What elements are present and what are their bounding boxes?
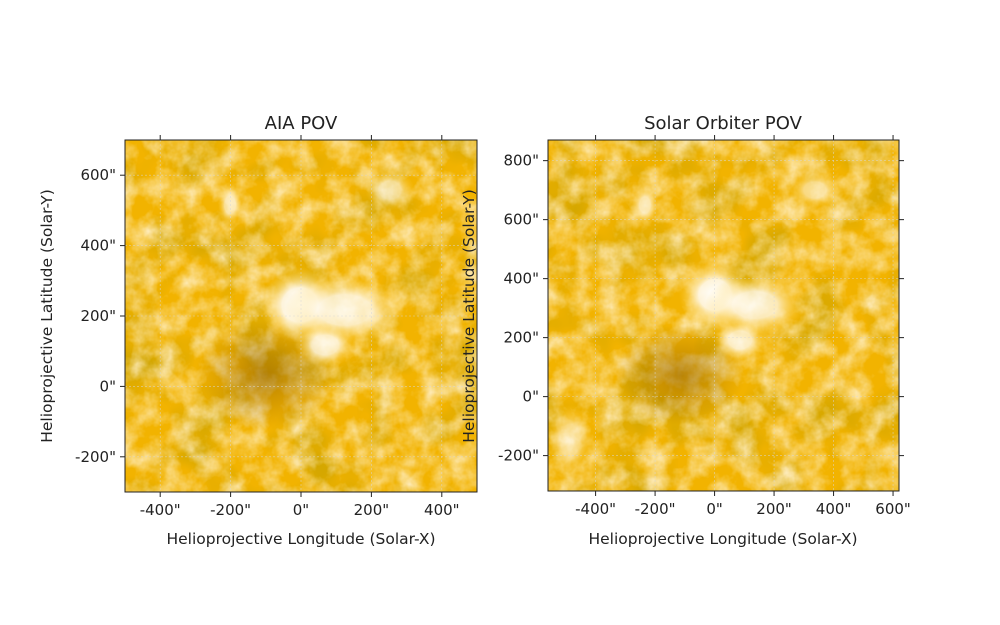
- axes-frame: [547, 139, 900, 492]
- dark-region: [615, 325, 745, 425]
- panel-solar-orbiter: Solar Orbiter POV -400" -200" 0" 200" 400" 60…: [460, 113, 911, 548]
- bright-patch: [365, 170, 415, 210]
- x-tick-label: 600": [875, 500, 911, 518]
- x-tick-label: -200": [210, 501, 251, 519]
- y-tick-label: 0": [100, 377, 116, 395]
- y-tick-label: 0": [523, 388, 539, 406]
- active-region-loops: [705, 275, 805, 335]
- panel-title: Solar Orbiter POV: [644, 113, 803, 134]
- bright-patch: [548, 405, 592, 475]
- bright-patch: [218, 185, 242, 225]
- tick-marks: [120, 135, 443, 497]
- y-tick-label: 600": [80, 166, 116, 184]
- x-tick-label: 200": [354, 501, 390, 519]
- x-axis-label: Helioprojective Longitude (Solar-X): [588, 530, 857, 548]
- x-tick-label: 400": [816, 500, 852, 518]
- tick-labels: -400" -200" 0" 200" 400" -200" 0" 200" 400" 600": [75, 166, 460, 519]
- x-tick-label: -400": [575, 500, 616, 518]
- x-tick-label: -200": [635, 500, 676, 518]
- x-tick-label: 0": [293, 501, 309, 519]
- y-tick-label: 400": [80, 237, 116, 255]
- y-tick-label: -200": [75, 448, 116, 466]
- y-axis-label: Helioprojective Latitude (Solar-Y): [38, 189, 56, 443]
- grid-lines: [125, 140, 477, 492]
- panel-aia: AIA POV -400" -200" 0" 200" 400" -200" 0" 200" 4…: [38, 113, 478, 548]
- tick-marks: [543, 135, 904, 496]
- y-tick-label: 800": [503, 152, 539, 170]
- x-tick-label: -400": [140, 501, 181, 519]
- y-tick-label: 200": [80, 307, 116, 325]
- y-axis-label: Helioprojective Latitude (Solar-Y): [460, 189, 478, 443]
- bright-patch: [790, 172, 840, 208]
- x-axis-label: Helioprojective Longitude (Solar-X): [166, 530, 435, 548]
- y-tick-label: 200": [503, 329, 539, 347]
- solar-image: [548, 140, 899, 491]
- y-tick-label: -200": [498, 447, 539, 465]
- grid-lines: [548, 140, 899, 491]
- y-tick-label: 400": [503, 270, 539, 288]
- bright-patch: [633, 187, 657, 223]
- active-region-loops-lower: [295, 323, 355, 367]
- panel-title: AIA POV: [265, 113, 338, 134]
- x-tick-label: 0": [706, 500, 722, 518]
- active-region-loops-lower: [714, 320, 766, 360]
- y-tick-label: 600": [503, 211, 539, 229]
- x-tick-label: 400": [424, 501, 460, 519]
- tick-labels: -400" -200" 0" 200" 400" 600" -200" 0" 200" 400" 6…: [498, 152, 911, 518]
- x-tick-label: 200": [756, 500, 792, 518]
